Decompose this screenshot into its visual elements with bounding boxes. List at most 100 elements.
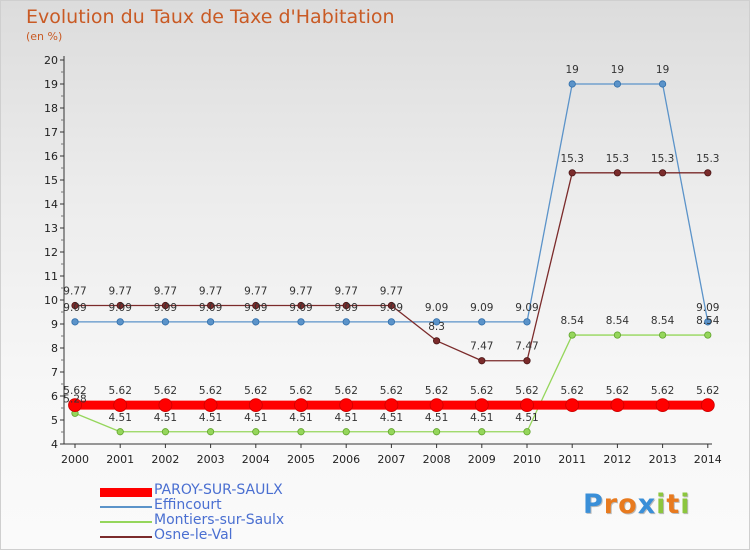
y-tick-label: 16: [44, 150, 58, 163]
series-line-osne-le-val: [75, 172, 708, 362]
data-label: 9.09: [109, 302, 132, 314]
data-point: [342, 318, 350, 326]
legend-swatch: [100, 536, 152, 538]
data-label: 5.62: [606, 385, 629, 397]
x-tick-label: 2013: [649, 453, 677, 466]
data-label: 15.3: [696, 153, 719, 165]
data-label: 4.51: [199, 412, 222, 424]
data-point: [161, 318, 169, 326]
data-point: [523, 357, 531, 365]
y-tick-label: 13: [44, 222, 58, 235]
y-tick-label: 17: [44, 126, 58, 139]
data-label: 9.77: [289, 286, 312, 298]
data-label: 4.51: [335, 412, 358, 424]
data-point: [613, 169, 622, 177]
data-point: [658, 80, 667, 88]
data-point: [432, 337, 441, 345]
data-label: 9.77: [109, 286, 132, 298]
data-point: [252, 301, 260, 310]
data-label: 5.62: [651, 385, 674, 397]
data-point: [116, 428, 124, 436]
data-label: 4.51: [380, 412, 403, 424]
legend-swatch: [100, 521, 152, 523]
x-tick-label: 2009: [468, 453, 496, 466]
x-tick-label: 2010: [513, 453, 541, 466]
data-label: 5.62: [154, 385, 177, 397]
data-label: 9.09: [425, 302, 448, 314]
data-point: [207, 301, 215, 310]
x-tick-label: 2003: [197, 453, 225, 466]
data-label: 9.09: [335, 302, 358, 314]
data-point: [432, 318, 441, 326]
x-tick-label: 2012: [603, 453, 631, 466]
data-point: [158, 398, 173, 413]
data-label: 9.77: [63, 286, 86, 298]
x-tick-label: 2008: [423, 453, 451, 466]
data-label: 5.62: [289, 385, 312, 397]
data-point: [252, 428, 260, 436]
x-tick-label: 2002: [151, 453, 179, 466]
data-point: [568, 331, 576, 339]
data-point: [658, 331, 667, 339]
logo-letter: t: [666, 489, 681, 520]
data-label: 5.28: [63, 393, 86, 405]
x-tick-label: 2005: [287, 453, 315, 466]
data-point: [478, 318, 486, 326]
data-point: [384, 398, 399, 413]
data-point: [342, 301, 350, 310]
x-tick-label: 2007: [377, 453, 405, 466]
logo-letter: r: [603, 489, 619, 520]
data-label: 19: [611, 64, 624, 76]
data-point: [387, 301, 395, 310]
y-tick-label: 11: [44, 270, 58, 283]
y-tick-label: 6: [51, 390, 58, 403]
x-tick-label: 2001: [106, 453, 134, 466]
data-label: 9.77: [154, 286, 177, 298]
y-tick-label: 12: [44, 246, 58, 259]
data-point: [297, 428, 305, 436]
data-point: [432, 428, 441, 436]
legend-swatch: [100, 506, 152, 508]
data-point: [655, 398, 670, 413]
data-point: [704, 169, 712, 177]
data-label: 9.09: [154, 302, 177, 314]
x-tick-label: 2006: [332, 453, 360, 466]
data-label: 7.47: [515, 341, 538, 353]
data-point: [613, 331, 622, 339]
data-label: 9.77: [380, 286, 403, 298]
data-label: 8.54: [561, 315, 585, 327]
x-tick-label: 2000: [61, 453, 89, 466]
data-label: 9.77: [244, 286, 267, 298]
data-point: [478, 428, 486, 436]
data-point: [523, 318, 531, 326]
x-tick-label: 2011: [558, 453, 586, 466]
data-label: 5.62: [515, 385, 538, 397]
data-point: [339, 398, 354, 413]
data-label: 4.51: [289, 412, 312, 424]
data-point: [161, 428, 169, 436]
data-point: [116, 318, 124, 326]
data-point: [294, 398, 308, 413]
data-point: [252, 318, 260, 326]
data-point: [248, 398, 263, 413]
data-label: 4.51: [425, 412, 448, 424]
y-tick-label: 9: [51, 318, 58, 331]
data-point: [387, 318, 395, 326]
legend-swatch: [100, 487, 152, 497]
data-point: [68, 398, 82, 413]
logo-letter: P: [583, 489, 604, 520]
logo-letter: x: [637, 489, 657, 520]
data-label: 15.3: [651, 153, 674, 165]
data-label: 8.3: [428, 321, 445, 333]
data-point: [71, 318, 79, 326]
x-tick-label: 2004: [242, 453, 270, 466]
proxiti-logo: Proxiti: [583, 489, 691, 520]
data-point: [658, 169, 667, 177]
data-point: [478, 357, 486, 365]
data-label: 5.62: [244, 385, 267, 397]
data-label: 7.47: [470, 341, 493, 353]
data-point: [613, 80, 622, 88]
data-point: [520, 398, 534, 413]
data-label: 9.09: [515, 302, 538, 314]
